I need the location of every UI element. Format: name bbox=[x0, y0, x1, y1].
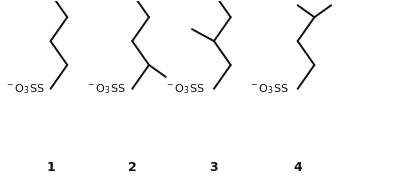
Text: $^-$O$_3$SS: $^-$O$_3$SS bbox=[165, 82, 205, 96]
Text: $^-$O$_3$SS: $^-$O$_3$SS bbox=[5, 82, 44, 96]
Text: 3: 3 bbox=[210, 161, 218, 174]
Text: 2: 2 bbox=[128, 161, 137, 174]
Text: 4: 4 bbox=[293, 161, 302, 174]
Text: 1: 1 bbox=[46, 161, 55, 174]
Text: $^-$O$_3$SS: $^-$O$_3$SS bbox=[86, 82, 125, 96]
Text: $^-$O$_3$SS: $^-$O$_3$SS bbox=[249, 82, 288, 96]
